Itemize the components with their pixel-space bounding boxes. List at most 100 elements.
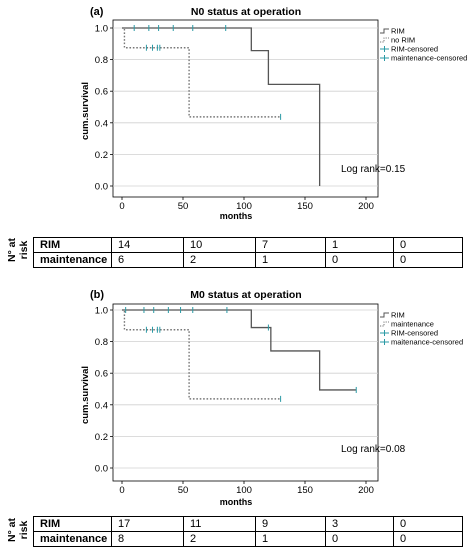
risk-label-a-line1: N° at [6, 237, 18, 262]
risk-count: 11 [183, 516, 256, 532]
risk-count: 14 [111, 237, 184, 253]
risk-count: 0 [393, 516, 463, 532]
panel-a-legend-label: RIM [391, 27, 405, 36]
panel-b-x-tick-label: 100 [236, 485, 252, 496]
panel-a-x-tick-label: 150 [297, 201, 313, 212]
risk-count: 0 [325, 531, 394, 547]
panel-a-risk-table: RIM 14 10 7 1 0 maintenance 6 2 1 0 0 [33, 237, 463, 268]
panel-b-legend: RIMmaintenanceRIM-censoredmaitenance-cen… [380, 311, 463, 347]
risk-label-a-line2: risk [18, 241, 30, 260]
risk-count: 6 [111, 252, 184, 268]
panel-a-y-ticks: 0.0 0.2 0.4 0.6 0.8 1.0 [95, 24, 113, 193]
risk-count: 2 [183, 252, 256, 268]
panel-b-legend-label: RIM-censored [391, 329, 438, 338]
panel-b-x-tick-label: 50 [178, 485, 189, 496]
panel-a-legend-item: maintenance-censored [380, 54, 467, 63]
panel-b-y-axis-label: cum.survival [80, 366, 91, 424]
legend-dotted-swatch [380, 37, 389, 43]
panel-a-grid [113, 27, 378, 187]
panel-b-title: M0 status at operation [190, 289, 301, 301]
panel-a-logrank: Log rank=0.15 [341, 164, 406, 175]
panel-b-y-ticks: 0.0 0.2 0.4 0.6 0.8 1.0 [95, 306, 113, 475]
panel-b-x-ticks: 0 50 100 150 200 [119, 481, 374, 496]
table-row: RIM 17 11 9 3 0 [33, 516, 463, 532]
panel-b-x-tick-label: 150 [297, 485, 313, 496]
panel-b-grid [113, 309, 378, 469]
panel-a-series-comparison-line [122, 27, 281, 118]
panel-b-curves [122, 307, 357, 402]
panel-a-y-tick-label: 0.0 [95, 182, 108, 193]
panel-b-y-tick-label: 0.6 [95, 369, 108, 380]
panel-a-x-axis-label: months [220, 211, 253, 221]
legend-solid-swatch [380, 28, 389, 34]
risk-count: 2 [183, 531, 256, 547]
panel-a-y-tick-label: 0.6 [95, 87, 108, 98]
risk-count: 7 [255, 237, 326, 253]
risk-count: 1 [255, 531, 326, 547]
risk-label-b-line1: N° at [6, 517, 18, 542]
risk-count: 10 [183, 237, 256, 253]
panel-b-legend-item: RIM [380, 311, 405, 320]
panel-b-logrank: Log rank=0.08 [341, 444, 406, 455]
risk-row-name: RIM [33, 237, 112, 253]
panel-a-legend-label: RIM-censored [391, 45, 438, 54]
risk-row-name: maintenance [33, 531, 112, 547]
panel-b-legend-label: RIM [391, 311, 405, 320]
legend-solid-swatch [380, 312, 389, 318]
panel-a-title: N0 status at operation [191, 6, 301, 18]
panel-a-x-tick-label: 200 [358, 201, 374, 212]
table-row: maintenance 6 2 1 0 0 [33, 252, 463, 268]
table-row: RIM 14 10 7 1 0 [33, 237, 463, 253]
panel-b-series-rim-line [122, 309, 357, 391]
panel-a-curves [122, 25, 321, 186]
panel-a-legend-item: no RIM [380, 36, 415, 45]
risk-count: 17 [111, 516, 184, 532]
panel-a-y-axis-label: cum.survival [80, 82, 91, 140]
panel-a-legend-item: RIM [380, 27, 405, 36]
risk-count: 0 [393, 531, 463, 547]
panel-b-legend-label: maitenance-censored [391, 338, 463, 347]
panel-b-frame [112, 303, 379, 482]
panel-a-legend-label: no RIM [391, 36, 415, 45]
panel-a-y-tick-label: 0.2 [95, 150, 108, 161]
panel-a: (a) N0 status at operation 0.00.20.40.60… [80, 6, 467, 221]
panel-a-y-tick-label: 1.0 [95, 24, 108, 35]
risk-row-name: maintenance [33, 252, 112, 268]
panel-b-y-tick-label: 0.0 [95, 464, 108, 475]
panel-a-frame [112, 19, 379, 198]
panel-b-label: (b) [90, 289, 104, 301]
panel-b-x-tick-label: 0 [119, 485, 124, 496]
panel-a-x-tick-label: 50 [178, 201, 189, 212]
panel-a-label: (a) [90, 6, 104, 18]
panel-a-series-rim-line [122, 27, 321, 186]
risk-count: 9 [255, 516, 326, 532]
panel-b-y-tick-label: 0.2 [95, 432, 108, 443]
risk-count: 8 [111, 531, 184, 547]
panel-a-x-tick-label: 0 [119, 201, 124, 212]
table-row: maintenance 8 2 1 0 0 [33, 531, 463, 547]
panel-a-x-ticks: 0 50 100 150 200 [119, 197, 374, 212]
panel-b-legend-label: maintenance [391, 320, 434, 329]
panel-a-legend-label: maintenance-censored [391, 54, 467, 63]
risk-count: 0 [393, 237, 463, 253]
legend-dotted-swatch [380, 321, 389, 327]
panel-b-legend-item: RIM-censored [380, 329, 438, 338]
panel-a-y-tick-label: 0.4 [95, 118, 108, 129]
panel-b-y-tick-label: 0.4 [95, 400, 108, 411]
panel-b-y-tick-label: 1.0 [95, 306, 108, 317]
panel-b-x-axis-label: months [220, 497, 253, 507]
panel-b-y-tick-label: 0.8 [95, 337, 108, 348]
panel-a-legend-item: RIM-censored [380, 45, 438, 54]
panel-b-x-tick-label: 200 [358, 485, 374, 496]
panel-a-y-tick-label: 0.8 [95, 55, 108, 66]
risk-count: 0 [325, 252, 394, 268]
panel-b-legend-item: maintenance [380, 320, 434, 329]
risk-count: 1 [325, 237, 394, 253]
risk-label-b-line2: risk [18, 521, 30, 540]
risk-row-name: RIM [33, 516, 112, 532]
risk-count: 0 [393, 252, 463, 268]
panel-a-x-tick-label: 100 [236, 201, 252, 212]
panel-b-risk-table: RIM 17 11 9 3 0 maintenance 8 2 1 0 0 [33, 516, 463, 547]
